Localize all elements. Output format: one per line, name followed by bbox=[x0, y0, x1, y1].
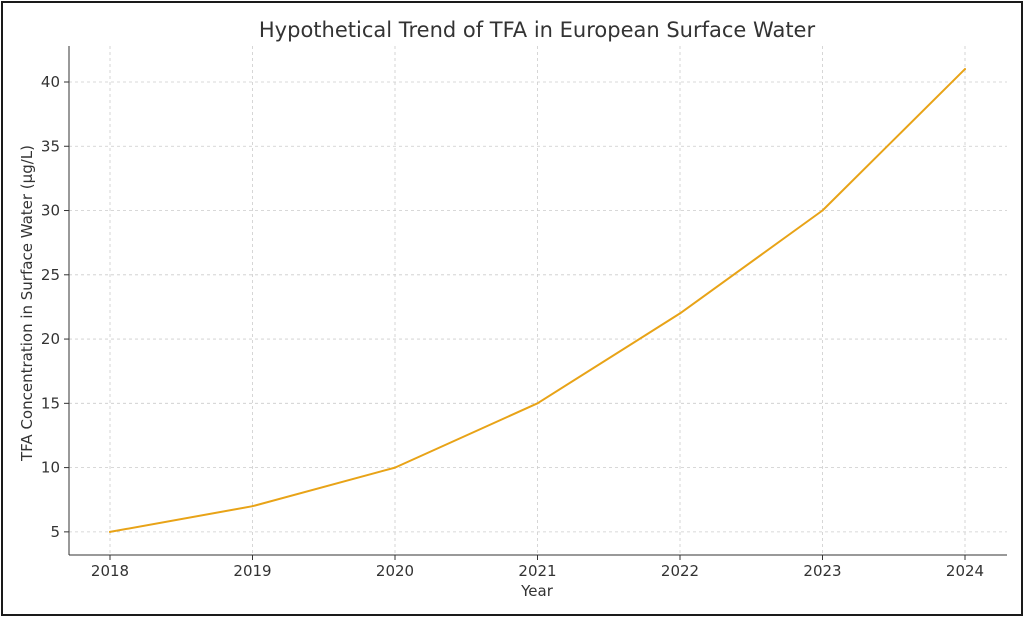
axes: 2018 2019 2020 2021 2022 2023 2024 5 10 15 20 25 30 3… bbox=[41, 46, 1007, 580]
y-tick-label: 5 bbox=[50, 523, 60, 541]
series-layer bbox=[109, 68, 966, 533]
y-tick-label: 25 bbox=[41, 266, 60, 284]
x-tick-label: 2020 bbox=[376, 562, 414, 580]
y-tick-label: 15 bbox=[41, 394, 60, 412]
x-tick-label: 2024 bbox=[946, 562, 984, 580]
x-tick-label: 2021 bbox=[518, 562, 556, 580]
data-point bbox=[821, 209, 824, 212]
x-tick-label: 2023 bbox=[803, 562, 841, 580]
y-tick-label: 30 bbox=[41, 202, 60, 220]
y-tick-label: 20 bbox=[41, 330, 60, 348]
grid bbox=[69, 46, 1007, 555]
chart-title: Hypothetical Trend of TFA in European Su… bbox=[259, 18, 816, 42]
x-tick-label: 2022 bbox=[661, 562, 699, 580]
y-tick-label: 35 bbox=[41, 137, 60, 155]
data-point bbox=[964, 68, 966, 71]
line-chart: Hypothetical Trend of TFA in European Su… bbox=[18, 18, 1007, 600]
x-tick-label: 2018 bbox=[91, 562, 129, 580]
y-tick-label: 10 bbox=[41, 459, 60, 477]
data-point bbox=[109, 530, 111, 533]
y-axis-label: TFA Concentration in Surface Water (µg/L… bbox=[18, 145, 36, 462]
data-point bbox=[536, 402, 539, 405]
data-point bbox=[251, 505, 254, 508]
data-point bbox=[394, 466, 396, 469]
x-axis-label: Year bbox=[520, 582, 554, 600]
data-point bbox=[679, 312, 681, 315]
y-tick-label: 40 bbox=[41, 73, 60, 91]
x-tick-label: 2019 bbox=[233, 562, 271, 580]
